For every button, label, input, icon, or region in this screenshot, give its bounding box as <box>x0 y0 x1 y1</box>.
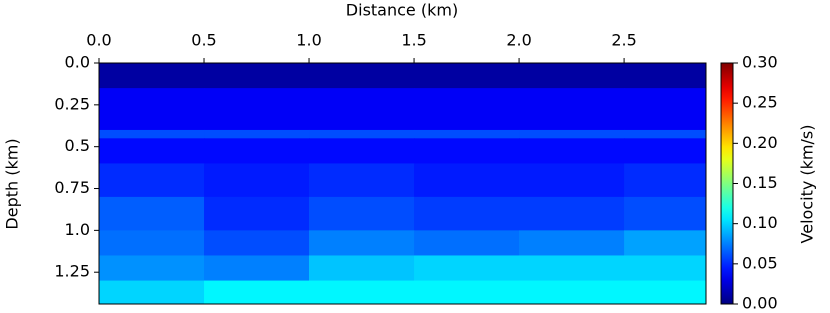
heatmap-cell <box>624 88 707 131</box>
heatmap-cell <box>99 63 205 89</box>
x-tick-label: 2.5 <box>611 31 636 50</box>
colorbar-tick-label: 0.10 <box>742 213 778 232</box>
plot-frame <box>98 62 707 305</box>
x-tick-label: 1.5 <box>401 31 426 50</box>
heatmap-cell <box>414 138 520 164</box>
heatmap-cell <box>99 196 205 231</box>
heatmap-cell <box>519 129 625 139</box>
heatmap-cell <box>414 196 520 231</box>
heatmap-cell <box>204 88 310 131</box>
colorbar-tick-label: 0.15 <box>742 173 778 192</box>
heatmap-cell <box>624 163 707 198</box>
heatmap-cell <box>99 88 205 131</box>
y-tick-label: 0.5 <box>65 136 90 155</box>
colorbar <box>720 62 734 305</box>
heatmap-cell <box>99 280 205 305</box>
heatmap-cell <box>414 129 520 139</box>
x-tick-label: 2.0 <box>506 31 531 50</box>
heatmap-cell <box>309 255 415 282</box>
heatmap-cell <box>309 163 415 198</box>
heatmap-cell <box>204 163 310 198</box>
y-tick-label: 0.75 <box>54 178 90 197</box>
y-tick-label: 0.0 <box>65 53 90 72</box>
y-axis-title: Depth (km) <box>3 138 22 229</box>
y-tick-label: 1.0 <box>65 220 90 239</box>
heatmap-cell <box>204 280 310 305</box>
heatmap-cell <box>204 129 310 139</box>
heatmap-cell <box>624 129 707 139</box>
heatmap-cell <box>99 230 205 256</box>
x-tick-label: 0.5 <box>191 31 216 50</box>
heatmap-cell <box>519 255 625 282</box>
heatmap-cell <box>624 63 707 89</box>
heatmap-cell <box>99 255 205 282</box>
heatmap-cell <box>519 163 625 198</box>
heatmap-cell <box>624 255 707 282</box>
heatmap-cell <box>204 196 310 231</box>
colorbar-title: Velocity (km/s) <box>798 125 817 244</box>
heatmap-cell <box>414 230 520 256</box>
heatmap-cell <box>519 88 625 131</box>
colorbar-tick-label: 0.20 <box>742 133 778 152</box>
y-tick-label: 1.25 <box>54 262 90 281</box>
heatmap-cell <box>414 280 520 305</box>
heatmap-cell <box>204 63 310 89</box>
y-tick-label: 0.25 <box>54 94 90 113</box>
heatmap-cell <box>624 280 707 305</box>
heatmap-cell <box>414 63 520 89</box>
colorbar-tick-label: 0.25 <box>742 93 778 112</box>
heatmap-cell <box>519 280 625 305</box>
heatmap-cell <box>519 138 625 164</box>
colorbar-tick-label: 0.30 <box>742 53 778 72</box>
heatmap-cell <box>309 63 415 89</box>
heatmap-cell <box>309 230 415 256</box>
heatmap-cell <box>414 88 520 131</box>
heatmap-cell <box>309 280 415 305</box>
heatmap-cell <box>99 138 205 164</box>
heatmap-cell <box>414 163 520 198</box>
heatmap-cell <box>99 163 205 198</box>
x-tick-label: 0.0 <box>86 31 111 50</box>
heatmap-cell <box>624 138 707 164</box>
heatmap-cell <box>99 129 205 139</box>
colorbar-tick-label: 0.05 <box>742 253 778 272</box>
heatmap-cell <box>309 196 415 231</box>
heatmap-cell <box>519 230 625 256</box>
x-tick-label: 1.0 <box>296 31 321 50</box>
heatmap-cell <box>309 88 415 131</box>
heatmap-cell <box>204 255 310 282</box>
heatmap-cell <box>309 138 415 164</box>
heatmap-cell <box>624 196 707 231</box>
heatmap-cell <box>624 230 707 256</box>
heatmap-cell <box>519 63 625 89</box>
colorbar-tick-label: 0.00 <box>742 294 778 313</box>
heatmap-cell <box>414 255 520 282</box>
heatmap-cell <box>204 230 310 256</box>
heatmap-cell <box>309 129 415 139</box>
heatmap-cell <box>204 138 310 164</box>
x-axis-title: Distance (km) <box>346 1 458 20</box>
heatmap-cell <box>519 196 625 231</box>
